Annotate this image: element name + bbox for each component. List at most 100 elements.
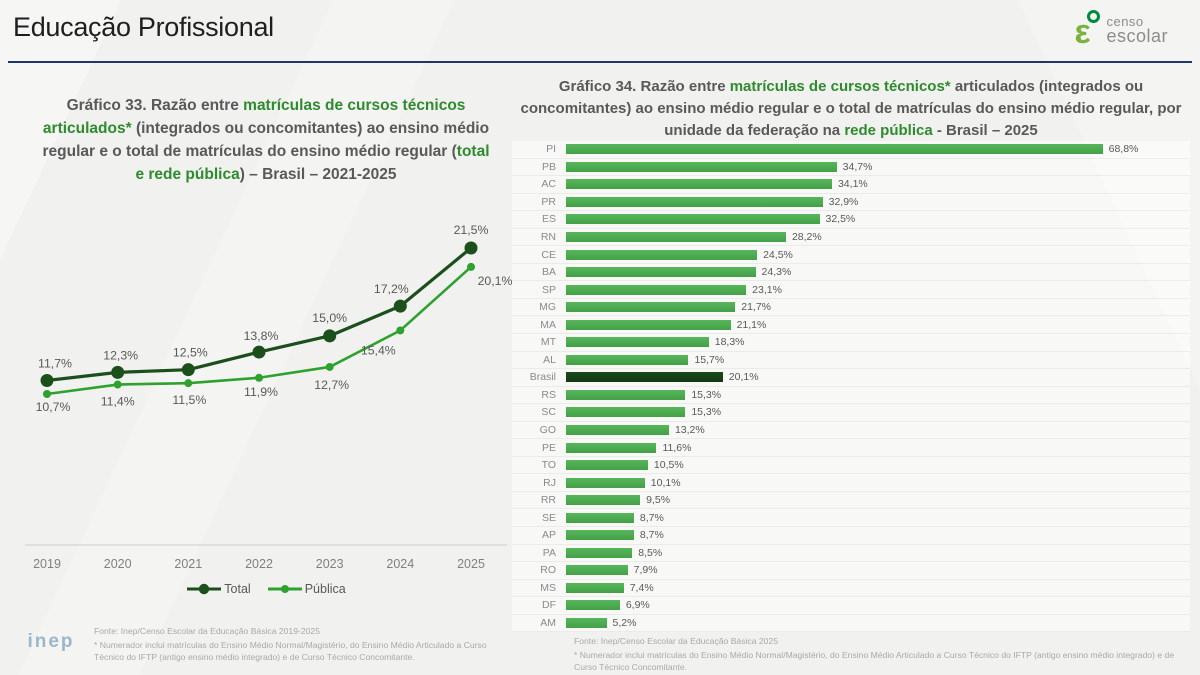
bar (566, 302, 736, 313)
bar-row-sc: SC 15,3% (512, 404, 1190, 422)
bar-track: 15,3% (566, 404, 1190, 421)
data-point (43, 390, 51, 398)
chart34-panel: Gráfico 34. Razão entre matrículas de cu… (512, 70, 1190, 672)
logo-text-escolar: escolar (1106, 26, 1168, 46)
data-point (255, 373, 263, 382)
bar (566, 460, 648, 471)
bar-track: 9,5% (566, 492, 1190, 509)
bar-track: 7,4% (566, 580, 1190, 597)
chart34-footnote: * Numerador inclui matrículas do Ensino … (574, 649, 1175, 673)
bar-value-label: 34,7% (842, 160, 873, 173)
bar (566, 354, 689, 365)
bar-category-label: AP (541, 529, 556, 542)
bar (566, 249, 758, 260)
title-segment: rede pública (844, 122, 933, 139)
bar-value-label: 15,7% (694, 353, 725, 366)
bar-row-se: SE 8,7% (512, 509, 1190, 528)
bar-value-label: 13,2% (674, 424, 705, 437)
bar-value-label: 9,5% (646, 494, 671, 507)
title-segment: articulados (integrados ou concomitantes… (520, 78, 1182, 139)
data-label: 11,5% (172, 393, 206, 407)
bar-row-al: AL 15,7% (512, 351, 1190, 370)
bar-row-ro: RO 7,9% (512, 562, 1190, 580)
bar-category-label: RR (540, 494, 556, 507)
bar (566, 565, 628, 576)
data-label: 11,9% (244, 385, 278, 399)
bar-category-label: GO (539, 424, 556, 437)
bar-row-sp: SP 23,1% (512, 281, 1190, 299)
bar-category-label: Brasil (529, 371, 556, 384)
chart33-footnote: * Numerador inclui matrículas do Ensino … (94, 639, 487, 663)
page-title: Educação Profissional (13, 12, 274, 42)
bar-row-ms: MS 7,4% (512, 579, 1190, 598)
bar-track: 10,1% (566, 474, 1190, 491)
bar-row-mg: MG 21,7% (512, 298, 1190, 317)
logo-text-censo: censo (1106, 14, 1144, 29)
bar-row-pr: PR 32,9% (512, 193, 1190, 212)
bar-track: 10,5% (566, 457, 1190, 474)
bar-category-label: PB (541, 160, 556, 173)
x-axis-year: 2023 (316, 557, 344, 571)
bar-value-label: 8,7% (639, 511, 664, 524)
x-axis-year: 2025 (457, 557, 485, 571)
bar-row-pi: PI 68,8% (512, 141, 1190, 159)
bar-value-label: 7,9% (633, 564, 658, 577)
bar-track: 21,7% (566, 299, 1190, 316)
title-segment: (integrados ou concomitantes) ao ensino … (42, 120, 490, 160)
bar-track: 7,9% (566, 562, 1190, 579)
bar-track: 5,2% (566, 615, 1190, 632)
bar-row-ap: AP 8,7% (512, 527, 1190, 545)
bar-track: 13,2% (566, 422, 1190, 439)
bar-row-mt: MT 18,3% (512, 334, 1190, 352)
data-point (467, 262, 475, 271)
bar-track: 20,1% (566, 369, 1190, 386)
data-label: 17,2% (374, 282, 409, 296)
data-point (323, 329, 337, 343)
bar-category-label: PA (542, 546, 556, 559)
bar-value-label: 5,2% (612, 617, 637, 630)
data-point (393, 299, 407, 313)
data-point (113, 380, 122, 389)
bar-value-label: 8,7% (639, 529, 664, 542)
bar-track: 23,1% (566, 281, 1190, 298)
bar-track: 32,9% (566, 194, 1190, 211)
bar-track: 21,1% (566, 316, 1190, 333)
logo-dot-icon (1087, 10, 1101, 23)
chart33-footer: inep Fonte: Inep/Censo Escolar da Educaç… (8, 625, 508, 665)
bar-category-label: RN (540, 231, 556, 243)
bar-row-rn: RN 28,2% (512, 228, 1190, 247)
bar-track: 18,3% (566, 334, 1190, 351)
bar-category-label: ES (541, 213, 556, 226)
bar-row-ac: AC 34,1% (512, 176, 1190, 194)
bar-value-label: 8,5% (638, 546, 663, 559)
data-label: 12,5% (173, 346, 208, 360)
logo-epsilon-icon: ε (1074, 13, 1091, 51)
bar (566, 161, 837, 172)
bar-category-label: RO (540, 564, 556, 577)
bar-category-label: SE (541, 511, 556, 524)
censo-escolar-logo: ε censo escolar (1074, 9, 1168, 53)
bar-row-rs: RS 15,3% (512, 386, 1190, 405)
bar-category-label: PR (541, 195, 556, 208)
bar-value-label: 68,8% (1108, 143, 1139, 156)
bar-value-label: 23,1% (752, 283, 782, 296)
title-segment: - Brasil – 2025 (932, 122, 1038, 139)
chart33-panel: Gráfico 33. Razão entre matrículas de cu… (20, 80, 512, 662)
bar (566, 337, 709, 348)
chart34-source: Fonte: Inep/Censo Escolar da Educação Bá… (574, 636, 778, 646)
x-axis-year: 2021 (174, 557, 202, 571)
bar (566, 407, 686, 418)
legend-marker-icon (267, 585, 302, 593)
title-segment: Gráfico 34. Razão entre (558, 78, 730, 95)
bar-track: 8,5% (566, 545, 1190, 562)
legend-item-total: Total (186, 582, 251, 596)
title-segment: ) – Brasil – 2021-2025 (239, 166, 397, 183)
bar-row-ba: BA 24,3% (512, 263, 1190, 282)
bar (566, 214, 820, 225)
bar (566, 530, 634, 541)
bar-row-ma: MA 21,1% (512, 316, 1190, 335)
chart34-footer: Fonte: Inep/Censo Escolar da Educação Bá… (574, 635, 1186, 675)
bar-track: 34,1% (566, 176, 1190, 193)
bar-category-label: AM (540, 617, 556, 630)
bar-value-label: 10,5% (653, 459, 684, 472)
